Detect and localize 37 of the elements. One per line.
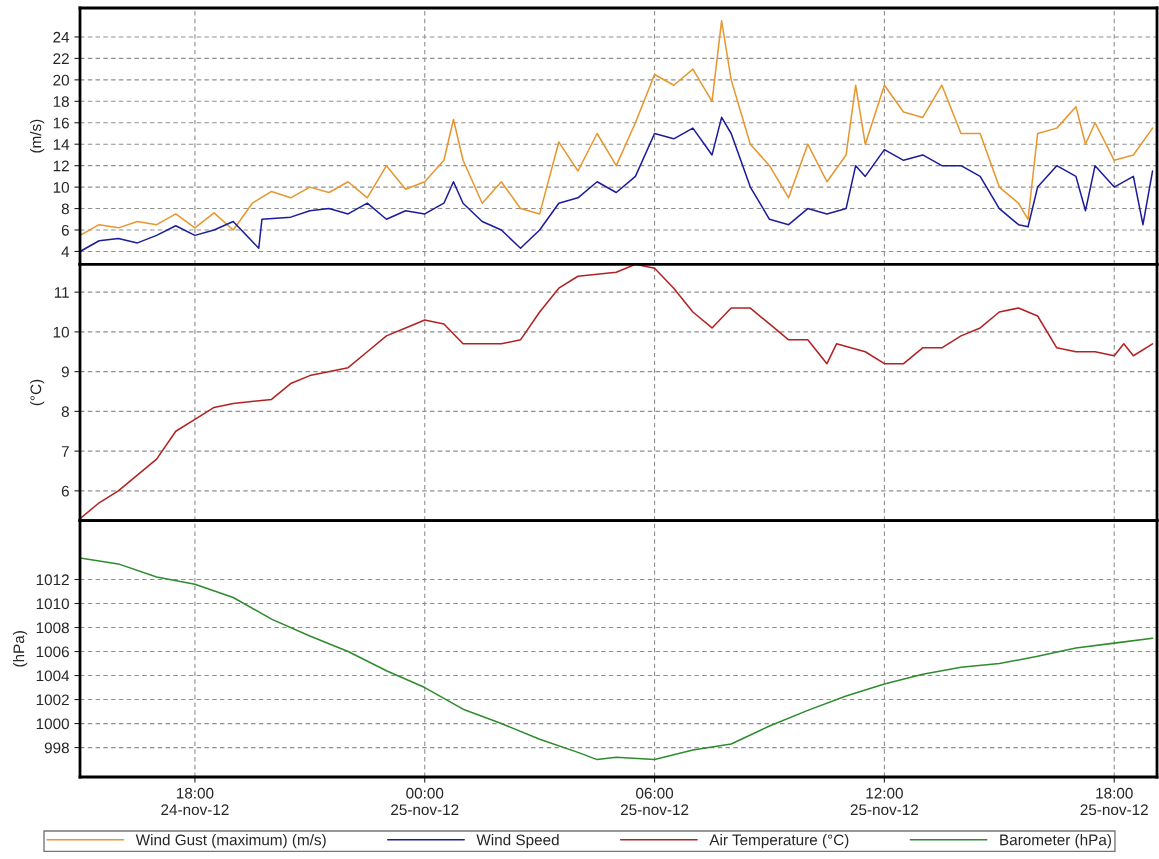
x-tick-label: 18:00 24-nov-12 [161, 787, 229, 816]
legend-label: Wind Gust (maximum) (m/s) [135, 834, 326, 849]
legend-label: Barometer (hPa) [1000, 834, 1111, 849]
y-axis-title: (m/s) [30, 119, 45, 153]
x-tick-label: 12:00 25-nov-12 [850, 787, 919, 816]
legend-label: Air Temperature (°C) [709, 834, 849, 849]
legend-label: Wind Speed [476, 834, 559, 849]
y-tick-label: 10 [53, 326, 69, 338]
y-tick-label: 9 [61, 366, 69, 378]
y-tick-label: 10 [53, 181, 69, 193]
y-tick-label: 1004 [36, 670, 70, 682]
y-tick-label: 11 [54, 287, 69, 298]
y-tick-label: 8 [61, 406, 69, 418]
y-tick-label: 8 [61, 203, 69, 215]
y-tick-label: 7 [61, 446, 69, 457]
y-tick-label: 6 [61, 224, 69, 236]
y-tick-label: 12 [53, 160, 69, 172]
y-tick-label: 1010 [36, 598, 69, 610]
y-tick-label: 16 [53, 117, 69, 129]
x-tick-label: 00:00 25-nov-12 [391, 787, 459, 816]
x-tick-label: 18:00 25-nov-12 [1080, 787, 1148, 816]
y-tick-label: 998 [44, 742, 69, 754]
y-tick-label: 1006 [36, 646, 69, 658]
y-tick-label: 24 [53, 31, 70, 43]
y-tick-label: 6 [61, 485, 69, 497]
y-axis-title: (°C) [30, 379, 45, 406]
y-tick-label: 1002 [36, 694, 69, 706]
y-axis-title: (hPa) [13, 631, 28, 667]
y-tick-label: 4 [61, 246, 70, 257]
y-tick-label: 1012 [36, 574, 69, 586]
y-tick-label: 22 [53, 53, 69, 64]
y-tick-label: 14 [53, 139, 70, 150]
x-tick-label: 06:00 25-nov-12 [620, 787, 689, 816]
y-tick-label: 18 [53, 96, 69, 107]
y-tick-label: 1000 [36, 718, 69, 730]
y-tick-label: 1008 [36, 622, 69, 634]
y-tick-label: 20 [53, 74, 69, 86]
